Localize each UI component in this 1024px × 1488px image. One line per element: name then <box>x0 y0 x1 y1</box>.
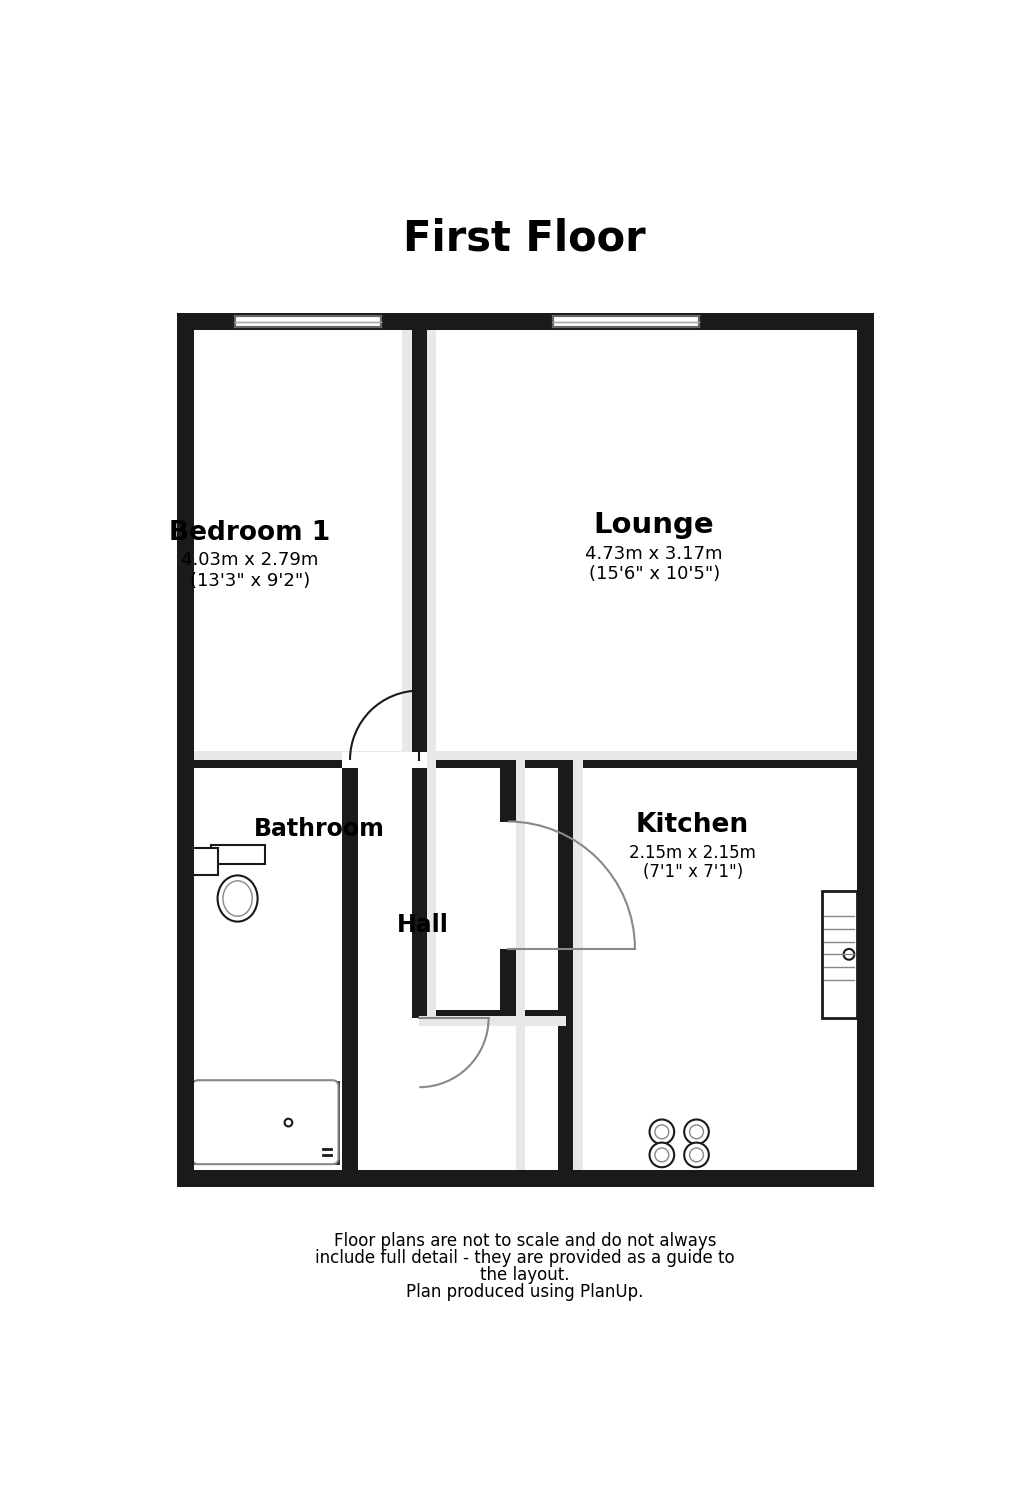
Circle shape <box>285 1119 292 1126</box>
Bar <box>419 1016 565 1025</box>
Bar <box>177 314 873 1187</box>
Bar <box>500 821 515 948</box>
Bar <box>412 847 427 1018</box>
Bar <box>177 314 194 1187</box>
Bar <box>342 753 427 768</box>
Bar <box>234 317 381 327</box>
Text: 4.73m x 3.17m: 4.73m x 3.17m <box>586 545 723 562</box>
Text: (15'6" x 10'5"): (15'6" x 10'5") <box>589 564 720 583</box>
Circle shape <box>684 1119 709 1144</box>
Circle shape <box>649 1119 674 1144</box>
Bar <box>558 760 573 1171</box>
Bar <box>500 760 515 821</box>
Bar <box>342 760 357 1171</box>
Bar <box>573 760 583 1171</box>
Bar <box>193 1082 339 1162</box>
Text: 4.03m x 2.79m: 4.03m x 2.79m <box>181 552 318 570</box>
Bar <box>857 314 873 1187</box>
Bar <box>412 330 427 760</box>
FancyBboxPatch shape <box>193 1080 339 1164</box>
Bar <box>194 330 857 1171</box>
Bar <box>515 760 524 1171</box>
Bar <box>194 750 412 760</box>
Text: Kitchen: Kitchen <box>636 812 750 838</box>
Bar <box>427 760 436 1018</box>
Bar <box>402 330 412 760</box>
Bar <box>177 314 873 330</box>
Bar <box>553 317 698 327</box>
Circle shape <box>689 1125 703 1138</box>
Bar <box>427 750 857 760</box>
Bar <box>194 753 350 768</box>
Bar <box>183 848 217 875</box>
Bar <box>177 1171 873 1187</box>
Circle shape <box>844 949 854 960</box>
Bar <box>234 317 381 327</box>
Bar <box>427 330 436 760</box>
Text: Lounge: Lounge <box>594 510 715 539</box>
Circle shape <box>684 1143 709 1167</box>
Text: Hall: Hall <box>397 914 450 937</box>
Circle shape <box>655 1147 669 1162</box>
Text: (7'1" x 7'1"): (7'1" x 7'1") <box>642 863 742 881</box>
Bar <box>211 845 264 865</box>
Ellipse shape <box>217 875 258 921</box>
Ellipse shape <box>223 881 252 917</box>
Bar <box>500 948 515 1018</box>
Text: Floor plans are not to scale and do not always: Floor plans are not to scale and do not … <box>334 1232 716 1250</box>
Text: (13'3" x 9'2"): (13'3" x 9'2") <box>189 571 310 589</box>
Text: include full detail - they are provided as a guide to: include full detail - they are provided … <box>315 1248 734 1268</box>
Text: Plan produced using PlanUp.: Plan produced using PlanUp. <box>407 1283 643 1301</box>
Bar <box>822 891 857 1018</box>
Text: Bathroom: Bathroom <box>254 817 385 841</box>
Text: 2.15m x 2.15m: 2.15m x 2.15m <box>629 844 756 862</box>
Bar <box>553 317 698 327</box>
Circle shape <box>655 1125 669 1138</box>
Circle shape <box>689 1147 703 1162</box>
Text: the layout.: the layout. <box>480 1266 569 1284</box>
Bar <box>419 1010 565 1025</box>
Text: First Floor: First Floor <box>403 217 646 259</box>
Circle shape <box>649 1143 674 1167</box>
Bar <box>412 760 427 847</box>
Text: Bedroom 1: Bedroom 1 <box>169 519 331 546</box>
Bar <box>419 753 857 768</box>
